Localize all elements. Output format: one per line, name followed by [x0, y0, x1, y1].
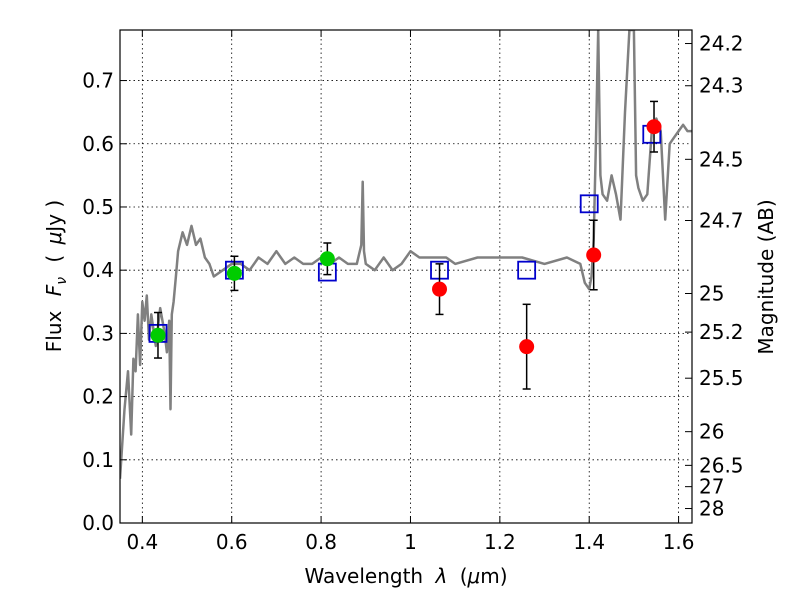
magnitude-tick-label: 24.2 [699, 32, 744, 56]
model-photometry-point [517, 260, 537, 280]
x-tick-label: 1.2 [484, 530, 516, 554]
magnitude-tick-label: 24.3 [699, 74, 744, 98]
y-tick-label: 0.7 [82, 69, 114, 93]
y-tick-label: 0.5 [82, 195, 114, 219]
grid-lines [120, 30, 692, 524]
right-axis-label: Magnitude (AB) [754, 199, 778, 354]
y-tick-label: 0.2 [82, 385, 114, 409]
y-tick-label: 0.3 [82, 321, 114, 345]
x-tick-label: 1.4 [573, 530, 605, 554]
y-axis-ticks: 0.0 0.1 0.2 0.3 0.4 0.5 0.6 0.7 [82, 69, 127, 535]
observed-point [646, 119, 662, 135]
x-tick-label: 1 [404, 530, 417, 554]
observed-point [319, 251, 335, 267]
y-tick-label: 0.4 [82, 258, 114, 282]
model-photometry-point [579, 194, 599, 214]
observed-point [432, 281, 448, 297]
magnitude-tick-label: 27 [699, 475, 724, 499]
magnitude-tick-label: 26 [699, 420, 724, 444]
magnitude-tick-label: 25 [699, 282, 724, 306]
observed-point [519, 339, 535, 355]
observed-point [226, 265, 242, 281]
magnitude-tick-label: 28 [699, 497, 724, 521]
magnitude-tick-label: 25.2 [699, 320, 744, 344]
magnitude-tick-label: 25.5 [699, 366, 744, 390]
observed-point [150, 327, 166, 343]
y-tick-label: 0.1 [82, 448, 114, 472]
observed-point [586, 247, 602, 263]
magnitude-tick-label: 26.5 [699, 453, 744, 477]
x-axis-label: Wavelength λ (μm) [304, 564, 507, 588]
plot-area [120, 30, 692, 479]
y-tick-label: 0.6 [82, 132, 114, 156]
x-tick-label: 0.6 [216, 530, 248, 554]
x-tick-label: 0.4 [126, 530, 158, 554]
y-tick-label: 0.0 [82, 511, 114, 535]
x-tick-label: 1.6 [663, 530, 695, 554]
x-axis-ticks: 0.4 0.6 0.8 1 1.2 1.4 1.6 [126, 30, 695, 554]
x-tick-label: 0.8 [305, 530, 337, 554]
magnitude-tick-label: 24.5 [699, 147, 744, 171]
magnitude-tick-label: 24.7 [699, 209, 744, 233]
plot-frame [119, 29, 693, 524]
y-axis-label: Flux Fν ( μJy ) [42, 200, 71, 352]
spectrum-line [120, 30, 692, 479]
